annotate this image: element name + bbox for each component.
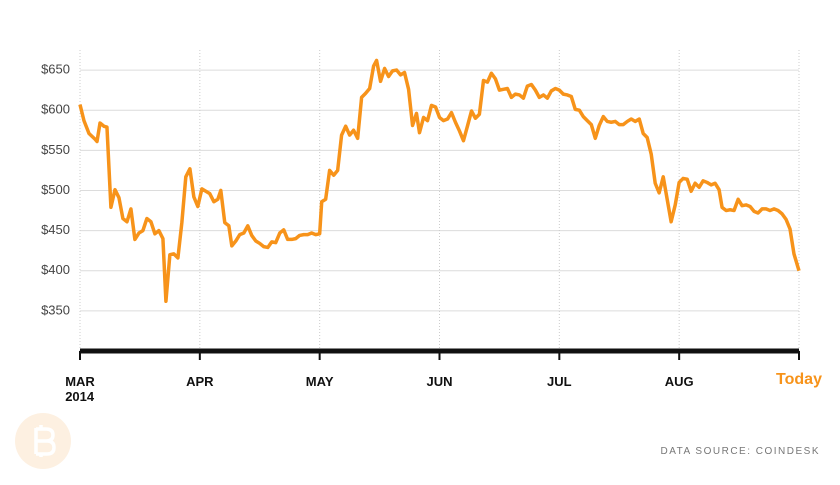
x-tick-label: MAY: [305, 374, 334, 389]
y-tick-label: $600: [41, 102, 70, 117]
x-tick-label: MAR 2014: [65, 374, 95, 404]
x-tick-label: Today: [776, 371, 822, 388]
x-tick-label: JUN: [426, 374, 453, 389]
x-tick-label: AUG: [664, 374, 694, 389]
bitcoin-icon: [15, 413, 71, 469]
y-tick-label: $450: [41, 222, 70, 237]
y-tick-label: $550: [41, 142, 70, 157]
y-tick-label: $400: [41, 262, 70, 277]
x-tick-label: JUL: [547, 374, 572, 389]
data-source: DATA SOURCE: COINDESK: [660, 446, 820, 457]
y-tick-label: $650: [41, 62, 70, 77]
y-tick-label: $500: [41, 182, 70, 197]
y-tick-label: $350: [41, 302, 70, 317]
price-line: [78, 58, 801, 303]
x-tick-label: APR: [186, 374, 214, 389]
